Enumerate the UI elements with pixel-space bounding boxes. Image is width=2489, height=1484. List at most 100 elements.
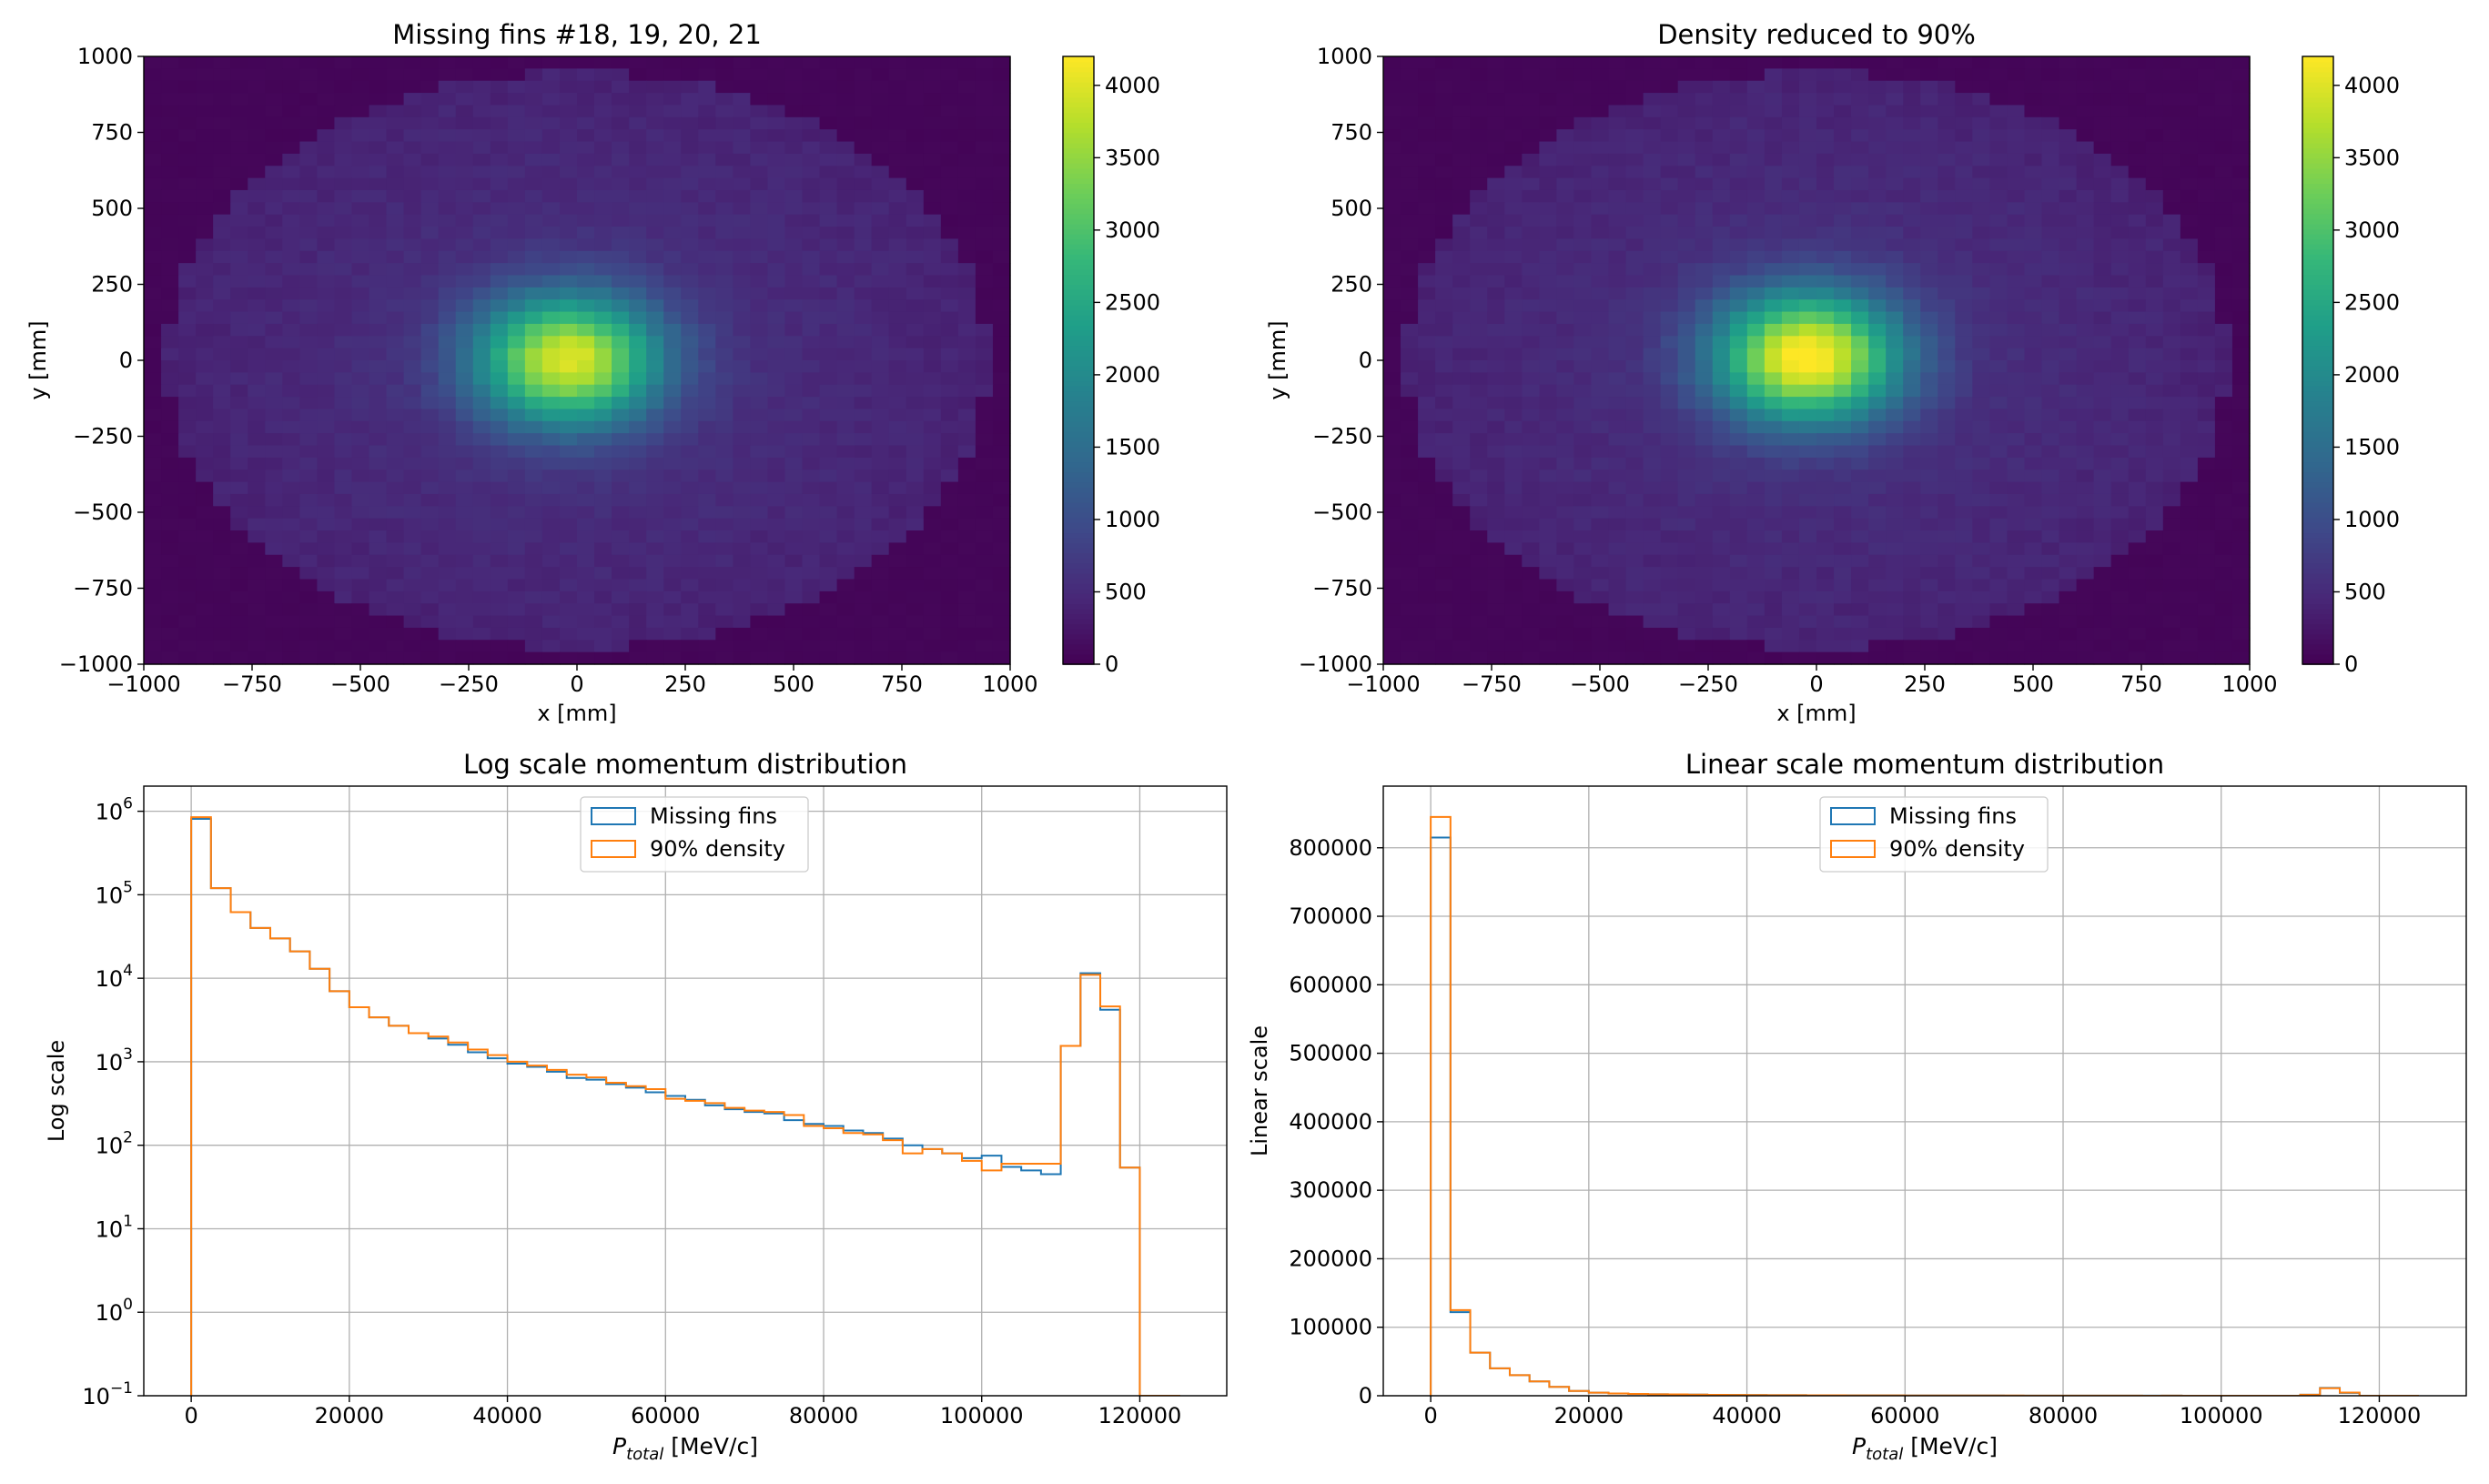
heatmap-cell bbox=[524, 105, 543, 118]
heatmap-cell bbox=[681, 384, 699, 398]
heatmap-cell bbox=[975, 445, 994, 459]
heatmap-cell bbox=[577, 153, 595, 167]
heatmap-cell bbox=[438, 445, 457, 459]
heatmap-cell bbox=[750, 420, 769, 434]
heatmap-cell bbox=[733, 397, 751, 410]
heatmap-cell bbox=[1729, 591, 1748, 604]
heatmap-cell bbox=[784, 493, 804, 507]
heatmap-cell bbox=[1556, 202, 1575, 216]
heatmap-cell bbox=[230, 141, 248, 155]
heatmap-cell bbox=[923, 214, 942, 227]
heatmap-cell bbox=[594, 506, 612, 520]
heatmap-cell bbox=[923, 177, 942, 191]
heatmap-cell bbox=[1608, 542, 1627, 556]
heatmap-cell bbox=[2007, 116, 2026, 130]
heatmap-cell bbox=[472, 141, 491, 155]
heatmap-cell bbox=[1383, 542, 1401, 556]
heatmap-cell bbox=[906, 397, 925, 410]
heatmap-cell bbox=[957, 627, 976, 641]
heatmap-cell bbox=[1955, 116, 1973, 130]
heatmap-cell bbox=[577, 116, 595, 130]
heatmap-cell bbox=[386, 640, 405, 653]
heatmap-cell bbox=[750, 530, 769, 543]
heatmap-cell bbox=[1470, 506, 1488, 520]
heatmap-cell bbox=[1746, 141, 1766, 155]
heatmap-cell bbox=[317, 481, 336, 495]
heatmap-cell bbox=[1556, 93, 1575, 106]
heatmap-cell bbox=[1989, 518, 2008, 531]
heatmap-cell bbox=[524, 542, 543, 556]
heatmap-cell bbox=[144, 384, 162, 398]
heatmap-cell bbox=[1868, 116, 1887, 130]
heatmap-cell bbox=[612, 481, 630, 495]
heatmap-cell bbox=[975, 93, 994, 106]
heatmap-cell bbox=[490, 287, 509, 300]
heatmap-cell bbox=[698, 68, 716, 82]
heatmap-cell bbox=[2145, 323, 2164, 337]
heatmap-cell bbox=[1418, 481, 1436, 495]
heatmap-cell bbox=[2110, 409, 2130, 422]
heatmap-cell bbox=[577, 336, 595, 349]
heatmap-cell bbox=[144, 323, 162, 337]
heatmap-cell bbox=[265, 189, 283, 203]
heatmap-cell bbox=[438, 567, 457, 580]
heatmap-cell bbox=[698, 336, 716, 349]
heatmap-cell bbox=[1729, 93, 1748, 106]
heatmap-cell bbox=[1539, 202, 1557, 216]
heatmap-cell bbox=[230, 554, 248, 568]
heatmap-cell bbox=[213, 445, 231, 459]
heatmap-cell bbox=[698, 348, 716, 361]
heatmap-cell bbox=[1452, 493, 1471, 507]
heatmap-cell bbox=[1556, 506, 1575, 520]
heatmap-cell bbox=[1972, 445, 1990, 459]
heatmap-cell bbox=[230, 348, 248, 361]
heatmap-cell bbox=[351, 93, 370, 106]
heatmap-cell bbox=[612, 372, 630, 386]
heatmap-cell bbox=[1573, 567, 1593, 580]
heatmap-cell bbox=[2041, 250, 2060, 264]
heatmap-cell bbox=[1522, 445, 1540, 459]
heatmap-cell bbox=[715, 481, 734, 495]
heatmap-cell bbox=[923, 336, 942, 349]
heatmap-cell bbox=[299, 129, 318, 143]
heatmap-cell bbox=[420, 481, 440, 495]
heatmap-cell bbox=[1886, 141, 1904, 155]
heatmap-cell bbox=[2007, 177, 2026, 191]
heatmap-cell bbox=[1729, 397, 1748, 410]
heatmap-cell bbox=[975, 384, 994, 398]
heatmap-cell bbox=[1989, 80, 2008, 94]
heatmap-cell bbox=[420, 567, 440, 580]
heatmap-cell bbox=[1903, 591, 1921, 604]
heatmap-cell bbox=[1746, 153, 1766, 167]
heatmap-cell bbox=[299, 250, 318, 264]
heatmap-cell bbox=[629, 80, 647, 94]
heatmap-cell bbox=[2024, 469, 2043, 483]
heatmap-cell bbox=[1729, 80, 1748, 94]
heatmap-cell bbox=[1816, 250, 1835, 264]
heatmap-cell bbox=[213, 299, 231, 313]
heatmap-cell bbox=[975, 336, 994, 349]
heatmap-cell bbox=[1972, 141, 1990, 155]
heatmap-cell bbox=[472, 116, 491, 130]
heatmap-cell bbox=[1972, 105, 1990, 118]
heatmap-cell bbox=[351, 336, 370, 349]
heatmap-cell bbox=[490, 202, 509, 216]
heatmap-cell bbox=[733, 227, 751, 239]
heatmap-cell bbox=[1504, 469, 1523, 483]
heatmap-cell bbox=[2128, 287, 2147, 300]
x-tick-label: 0 bbox=[570, 671, 583, 697]
heatmap-cell bbox=[1903, 153, 1921, 167]
heatmap-cell bbox=[1903, 263, 1921, 277]
heatmap-cell bbox=[2180, 129, 2199, 143]
heatmap-cell bbox=[213, 129, 231, 143]
heatmap-cell bbox=[923, 567, 942, 580]
colorbar-step bbox=[1063, 319, 1094, 326]
heatmap-cell bbox=[1660, 603, 1679, 617]
heatmap-cell bbox=[196, 287, 214, 300]
heatmap-cell bbox=[1608, 129, 1627, 143]
heatmap-cell bbox=[715, 189, 734, 203]
heatmap-cell bbox=[1868, 348, 1887, 361]
heatmap-cell bbox=[2007, 275, 2026, 288]
heatmap-cell bbox=[1938, 263, 1956, 277]
heatmap-cell bbox=[1625, 141, 1644, 155]
